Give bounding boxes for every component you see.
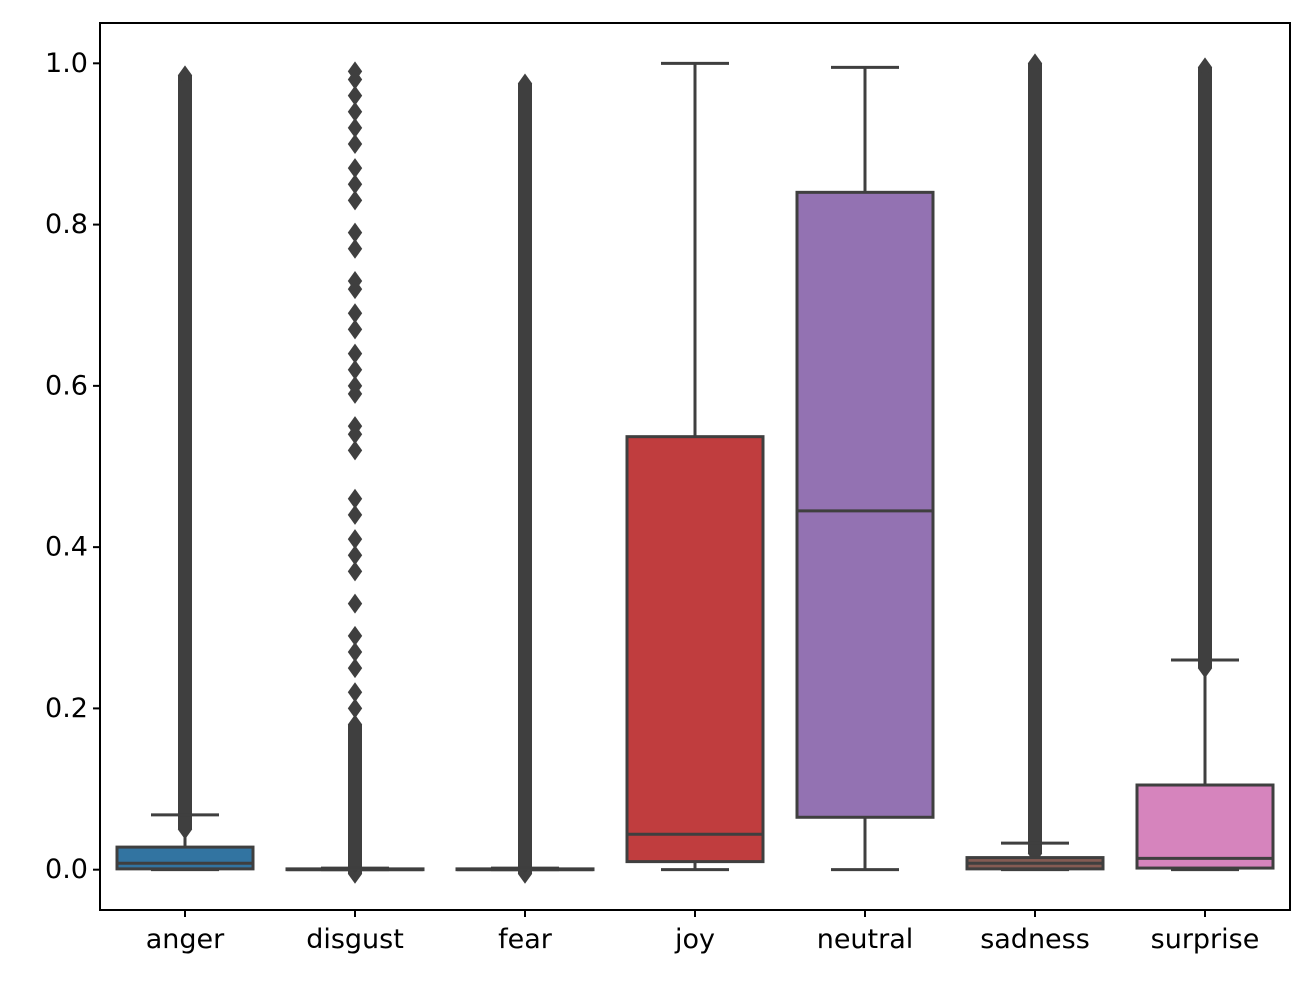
box-body (625, 435, 765, 864)
box-neutral (795, 65, 935, 872)
outlier-point (347, 416, 363, 437)
outlier-point (347, 133, 363, 154)
outlier-point (347, 101, 363, 122)
box-body (795, 190, 935, 819)
box-sadness (965, 53, 1105, 872)
outlier-point (347, 303, 363, 324)
x-tick-label: joy (674, 924, 715, 955)
box-fear (455, 73, 595, 884)
y-tick-label: 0.6 (45, 370, 88, 401)
outlier-point (347, 319, 363, 340)
outlier-point (347, 440, 363, 461)
y-axis: 0.0 0.2 0.4 0.6 0.8 1.0 (45, 48, 100, 885)
outlier-band (518, 83, 532, 874)
box-body (1135, 783, 1275, 870)
box-disgust (285, 61, 425, 884)
y-tick-label: 0.2 (45, 693, 88, 724)
outlier-point (347, 375, 363, 396)
box-anger (115, 65, 255, 872)
outlier-point (347, 698, 363, 719)
box-surprise (1135, 57, 1275, 872)
outlier-point (347, 561, 363, 582)
outlier-band (1028, 63, 1042, 854)
x-tick-label: surprise (1151, 924, 1260, 955)
outlier-point (347, 343, 363, 364)
outlier-point (347, 238, 363, 259)
outlier-point (1027, 53, 1043, 74)
y-tick-label: 0.0 (45, 854, 88, 885)
outlier-point (347, 85, 363, 106)
outlier-point (347, 158, 363, 179)
box-body (115, 845, 255, 871)
outlier-point (347, 545, 363, 566)
outlier-band (1198, 67, 1212, 669)
outlier-point (347, 61, 363, 82)
y-tick-label: 0.4 (45, 532, 88, 563)
outlier-band (348, 724, 362, 874)
outlier-point (347, 714, 363, 735)
outlier-band (178, 75, 192, 830)
x-tick-label: disgust (306, 924, 404, 955)
box-plot-area (115, 53, 1275, 884)
outlier-point (347, 190, 363, 211)
outlier-point (347, 222, 363, 243)
outlier-point (177, 65, 193, 86)
x-tick-label: sadness (980, 924, 1090, 955)
outlier-point (347, 529, 363, 550)
outlier-point (347, 682, 363, 703)
outlier-point (347, 593, 363, 614)
outlier-point (347, 625, 363, 646)
x-axis: anger disgust fear joy neutral sadness surpris… (146, 910, 1260, 955)
outlier-point (517, 73, 533, 94)
outlier-point (347, 359, 363, 380)
outlier-point (347, 117, 363, 138)
outlier-point (347, 658, 363, 679)
y-tick-label: 0.8 (45, 209, 88, 240)
box-joy (625, 61, 765, 872)
x-tick-label: anger (146, 924, 225, 955)
x-tick-label: neutral (817, 924, 914, 955)
outlier-point (347, 504, 363, 525)
outlier-point (347, 488, 363, 509)
outlier-point (1197, 57, 1213, 78)
outlier-point (347, 641, 363, 662)
outlier-point (347, 271, 363, 292)
y-tick-label: 1.0 (45, 48, 88, 79)
x-tick-label: fear (498, 924, 553, 955)
outlier-point (347, 174, 363, 195)
